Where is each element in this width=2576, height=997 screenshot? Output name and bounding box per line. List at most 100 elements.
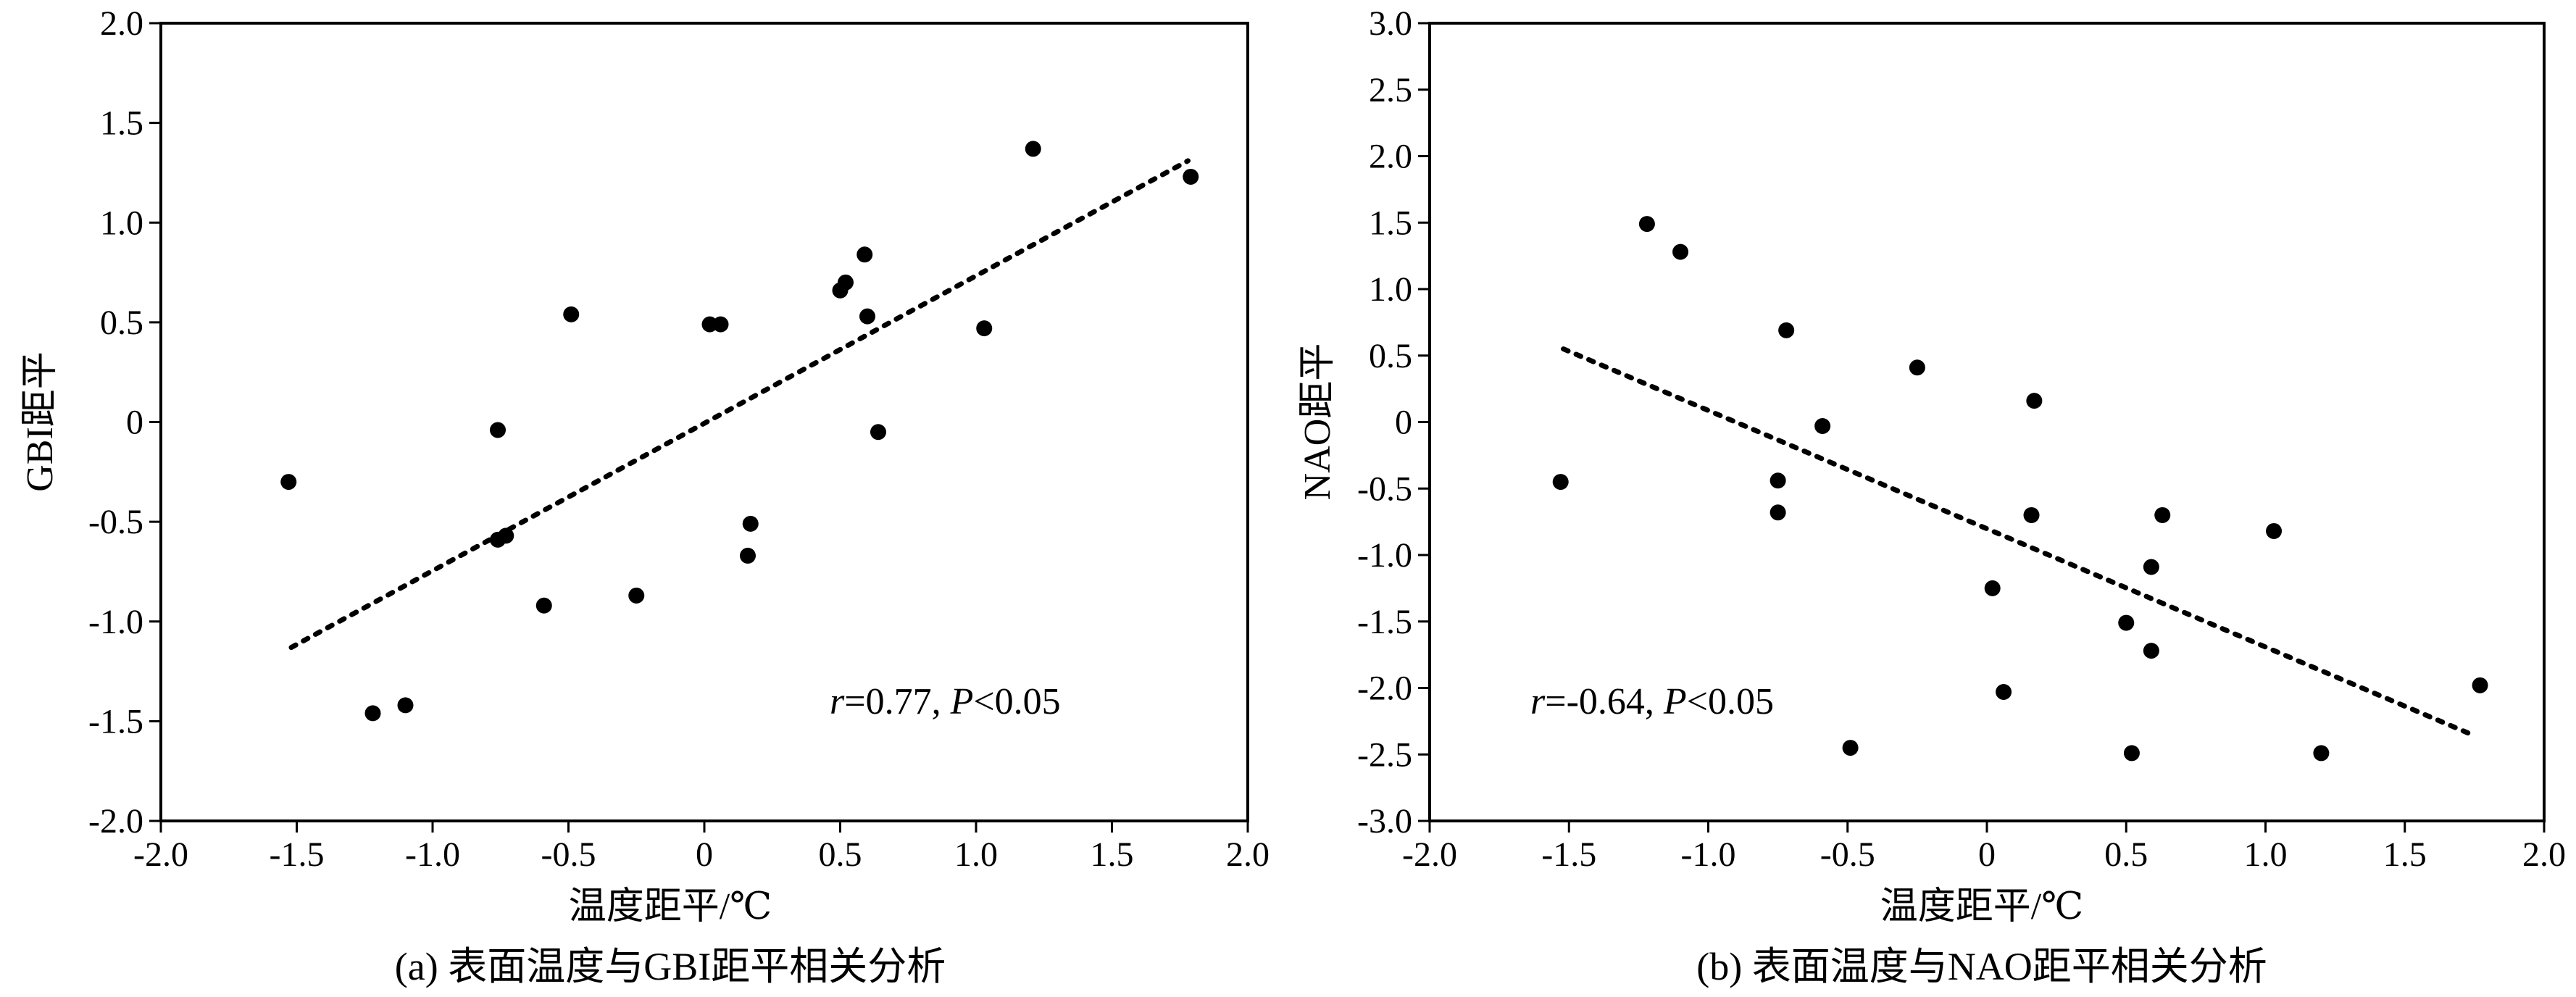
trendline	[288, 158, 1191, 651]
data-point	[1909, 359, 1925, 376]
y-tick-label: 1.0	[1369, 270, 1412, 309]
p-value: <0.05	[973, 681, 1060, 722]
data-point	[2143, 559, 2159, 575]
x-tick-label: 0.5	[2104, 835, 2148, 874]
panel-a: -2.0 -1.5 -1.0 -0.5 0 0.5 1.0 1.5 2.0 2.0 1.5 1.0 0.…	[20, 4, 1270, 988]
x-tick-label: -2.0	[1402, 835, 1457, 874]
scatter-points	[280, 141, 1199, 722]
r-value: =0.77,	[844, 681, 950, 722]
data-point	[1996, 684, 2012, 701]
x-tick-label: 1.5	[2383, 835, 2427, 874]
x-tick-label: 0	[1978, 835, 1996, 874]
y-tick-label: 0.5	[100, 304, 143, 342]
y-tick-label: 2.5	[1369, 71, 1412, 109]
data-point	[2154, 506, 2171, 523]
data-point	[1638, 216, 1655, 233]
data-point	[2472, 677, 2488, 693]
data-point	[1842, 740, 1859, 756]
trendline	[1561, 346, 2475, 738]
x-tick-label: 1.0	[954, 835, 998, 874]
data-point	[364, 705, 381, 722]
x-tick-label: -1.5	[270, 835, 325, 874]
data-point	[856, 246, 873, 263]
x-tick-label: 1.5	[1091, 835, 1134, 874]
y-tick-label: 0	[1395, 404, 1412, 442]
y-axis-title: GBI距平	[20, 351, 61, 492]
y-tick-label: 2.0	[1369, 138, 1412, 176]
data-point	[1672, 243, 1689, 260]
axis-ticks: -2.0 -1.5 -1.0 -0.5 0 0.5 1.0 1.5 2.0 3.0 2.5 2.0 1.…	[1357, 4, 2566, 874]
p-value: <0.05	[1687, 681, 1774, 722]
x-tick-label: -0.5	[541, 835, 596, 874]
data-point	[280, 474, 297, 491]
y-tick-label: 0	[126, 404, 143, 442]
data-point	[2026, 393, 2043, 409]
x-tick-label: -1.0	[1681, 835, 1736, 874]
data-point	[535, 597, 552, 614]
data-point	[1770, 472, 1786, 489]
correlation-annotation: r=-0.64, P<0.05	[1530, 681, 1774, 722]
x-tick-label: 2.0	[1226, 835, 1270, 874]
y-tick-label: -2.5	[1357, 735, 1412, 774]
data-point	[712, 316, 729, 333]
data-point	[1984, 580, 2001, 596]
scatter-points	[1552, 216, 2488, 762]
data-point	[740, 547, 756, 564]
data-point	[563, 306, 580, 322]
x-tick-label: -2.0	[133, 835, 188, 874]
data-point	[490, 422, 506, 438]
y-tick-label: -0.5	[1357, 470, 1412, 508]
r-symbol: r	[1530, 681, 1546, 722]
data-point	[838, 274, 854, 291]
x-axis-title: 温度距平/℃	[569, 886, 772, 927]
y-axis-title: NAO距平	[1297, 343, 1338, 501]
y-tick-label: 1.5	[1369, 204, 1412, 242]
axis-ticks: -2.0 -1.5 -1.0 -0.5 0 0.5 1.0 1.5 2.0 2.0 1.5 1.0 0.…	[88, 4, 1270, 874]
p-symbol: P	[1663, 681, 1687, 722]
p-symbol: P	[950, 681, 974, 722]
data-point	[2123, 745, 2140, 762]
data-point	[2143, 643, 2159, 659]
x-tick-label: -1.5	[1541, 835, 1596, 874]
x-tick-label: 0	[696, 835, 713, 874]
data-point	[1183, 168, 1199, 185]
x-tick-label: -1.0	[405, 835, 460, 874]
data-point	[742, 515, 759, 532]
data-point	[628, 587, 645, 604]
caption: (a) 表面温度与GBI距平相关分析	[395, 945, 946, 988]
r-value: =-0.64,	[1545, 681, 1664, 722]
data-point	[1778, 322, 1795, 338]
x-tick-label: 1.0	[2244, 835, 2288, 874]
panel-b: -2.0 -1.5 -1.0 -0.5 0 0.5 1.0 1.5 2.0 3.0 2.5 2.0 1.…	[1297, 4, 2566, 988]
y-tick-label: -2.0	[1357, 669, 1412, 708]
x-tick-label: 2.0	[2522, 835, 2566, 874]
r-symbol: r	[830, 681, 845, 722]
y-tick-label: 2.0	[100, 4, 143, 43]
y-tick-label: -1.5	[1357, 603, 1412, 641]
data-point	[870, 424, 886, 441]
caption: (b) 表面温度与NAO距平相关分析	[1696, 945, 2267, 988]
y-tick-label: -3.0	[1357, 802, 1412, 840]
data-point	[2118, 614, 2135, 631]
y-tick-label: 1.5	[100, 104, 143, 143]
x-tick-label: 0.5	[819, 835, 862, 874]
y-tick-label: -1.5	[88, 702, 143, 741]
x-tick-label: -0.5	[1820, 835, 1875, 874]
data-point	[1814, 418, 1831, 435]
data-point	[859, 308, 875, 325]
y-tick-label: 1.0	[100, 204, 143, 242]
y-tick-label: -1.0	[88, 603, 143, 641]
data-point	[2023, 506, 2040, 523]
y-tick-label: 3.0	[1369, 4, 1412, 43]
data-point	[2266, 522, 2283, 539]
y-tick-label: -1.0	[1357, 536, 1412, 575]
x-axis-title: 温度距平/℃	[1880, 886, 2084, 927]
y-tick-label: -0.5	[88, 503, 143, 541]
data-point	[1025, 141, 1041, 157]
data-point	[2313, 745, 2330, 762]
y-tick-label: -2.0	[88, 802, 143, 840]
data-point	[976, 320, 993, 337]
correlation-annotation: r=0.77, P<0.05	[830, 681, 1061, 722]
data-point	[397, 697, 414, 714]
